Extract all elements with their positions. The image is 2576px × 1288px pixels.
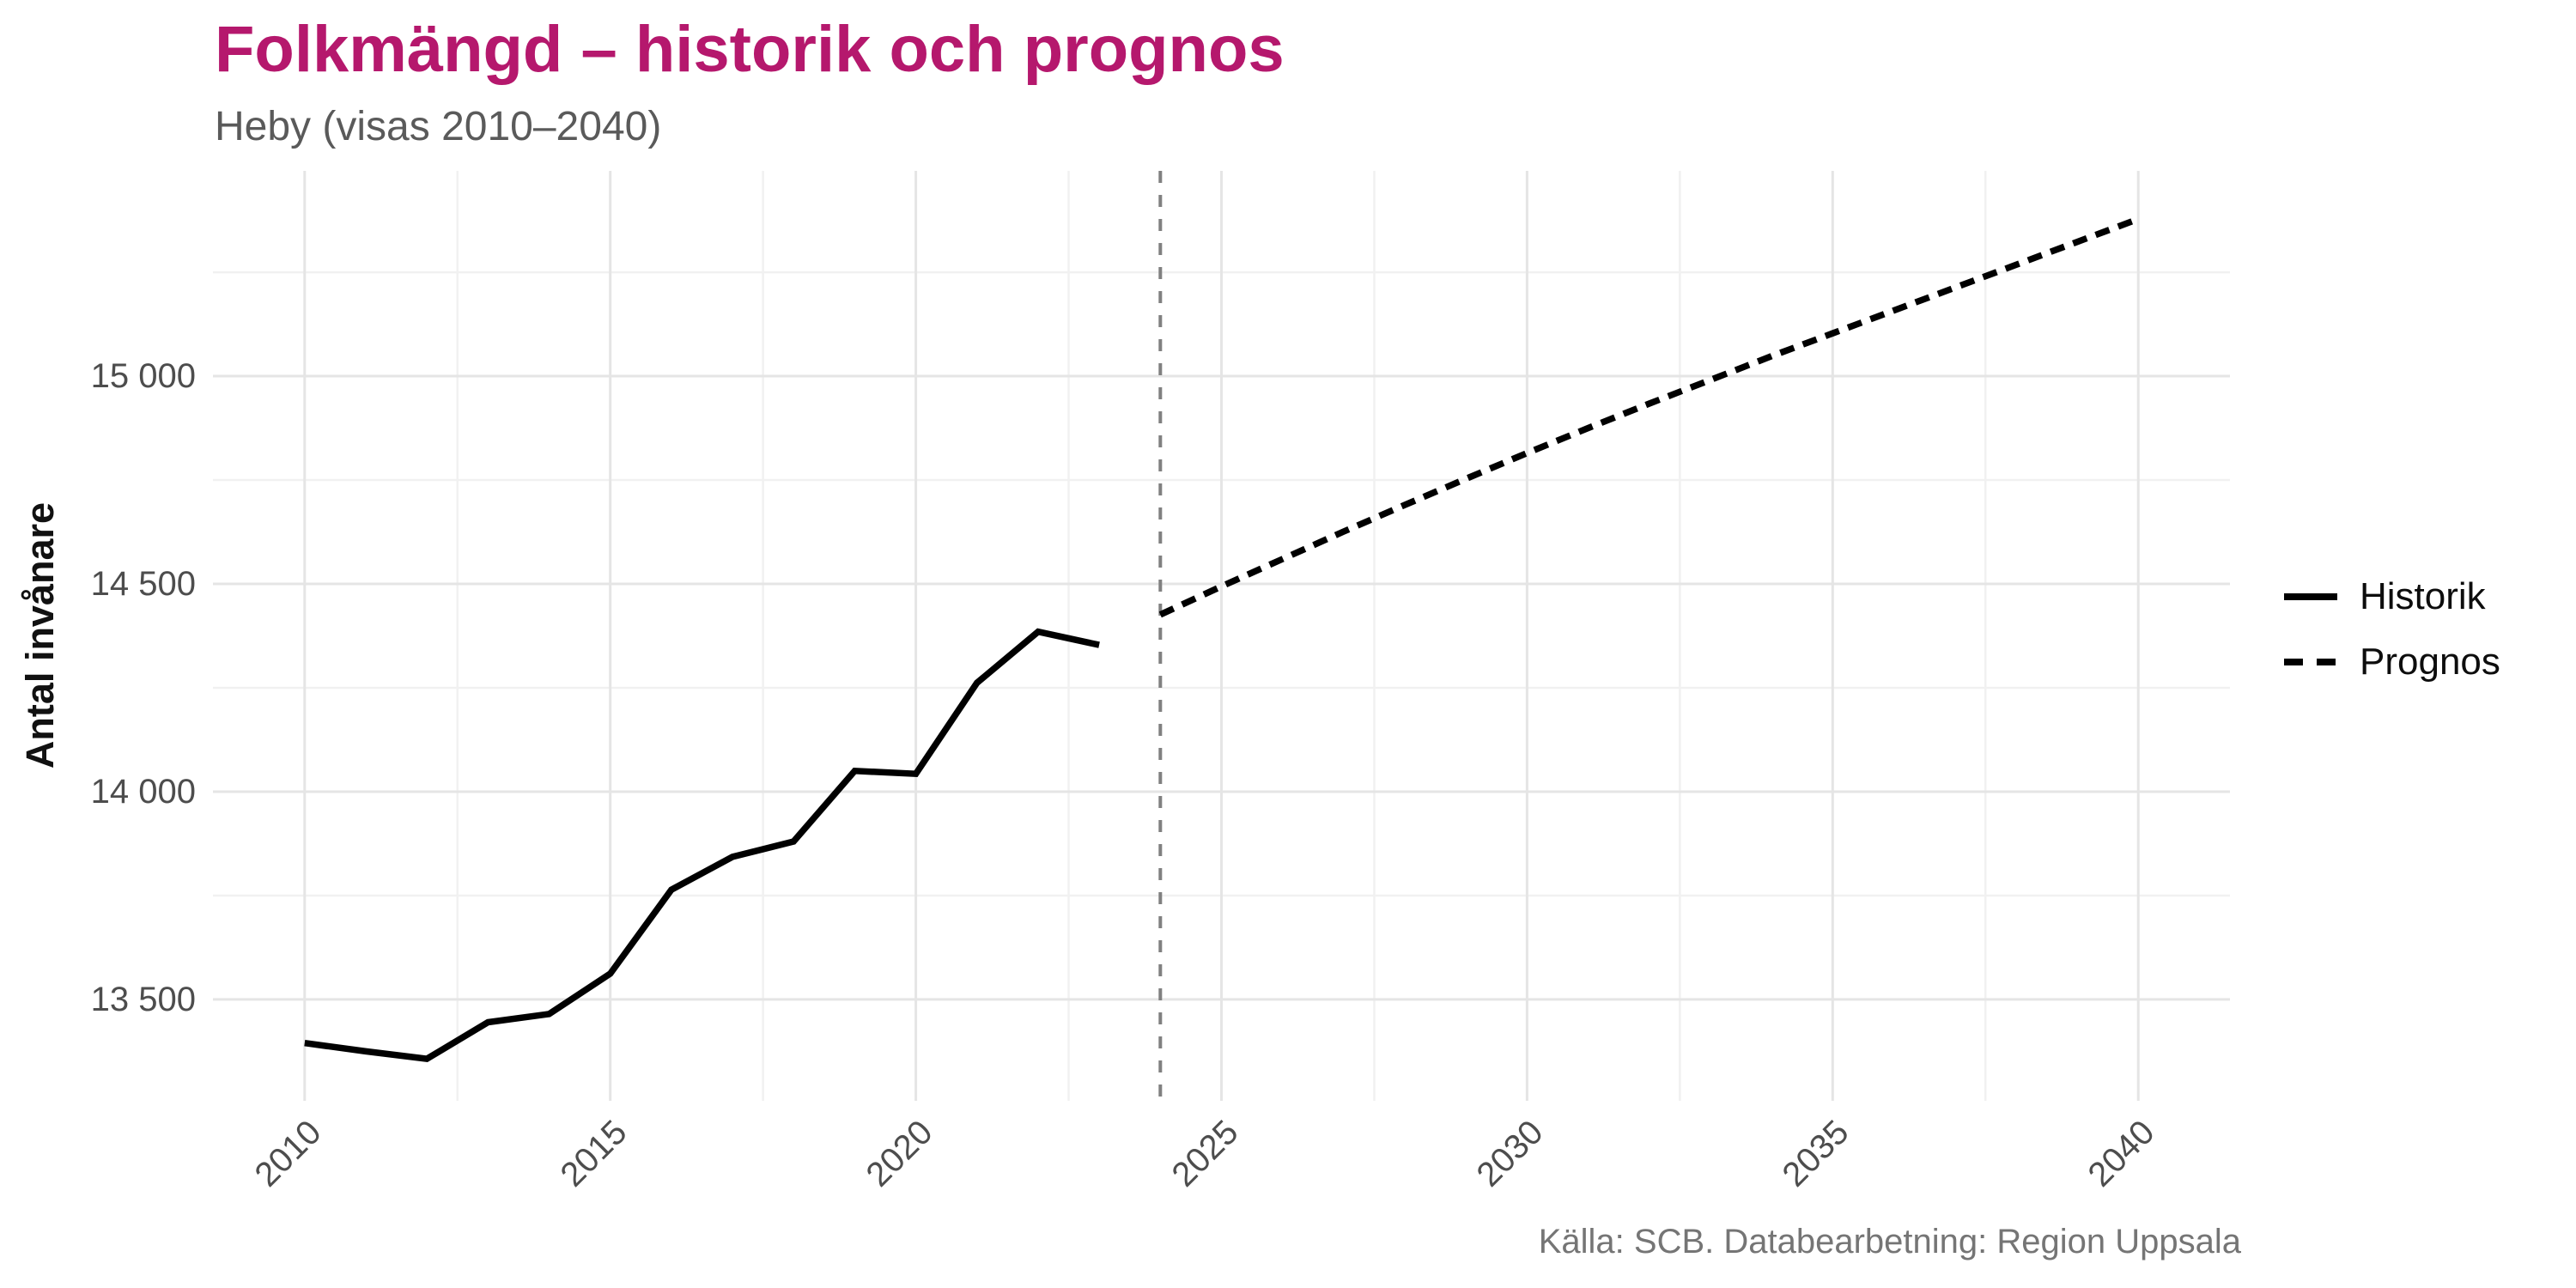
historik-line bbox=[304, 628, 1100, 1062]
source-caption: Källa: SCB. Databearbetning: Region Upps… bbox=[1538, 1223, 2241, 1261]
y-axis-title: Antal invånare bbox=[18, 501, 62, 769]
page-title: Folkmängd – historik och prognos bbox=[215, 13, 1285, 86]
y-tick-label: 13 500 bbox=[90, 980, 196, 1018]
chart-subtitle: Heby (visas 2010–2040) bbox=[215, 104, 662, 149]
legend-entry-prognos: Prognos bbox=[2284, 641, 2500, 683]
dashed-line-key-icon bbox=[2284, 659, 2337, 665]
legend-label-historik: Historik bbox=[2360, 575, 2486, 617]
legend-entry-historik: Historik bbox=[2284, 575, 2500, 618]
legend: Historik Prognos bbox=[2284, 575, 2500, 683]
prognos-line bbox=[1158, 216, 2140, 618]
legend-label-prognos: Prognos bbox=[2360, 641, 2500, 683]
solid-line-key-icon bbox=[2284, 593, 2337, 600]
y-tick-label: 14 500 bbox=[90, 565, 196, 603]
y-tick-label: 14 000 bbox=[90, 772, 196, 811]
y-tick-label: 15 000 bbox=[90, 357, 196, 396]
